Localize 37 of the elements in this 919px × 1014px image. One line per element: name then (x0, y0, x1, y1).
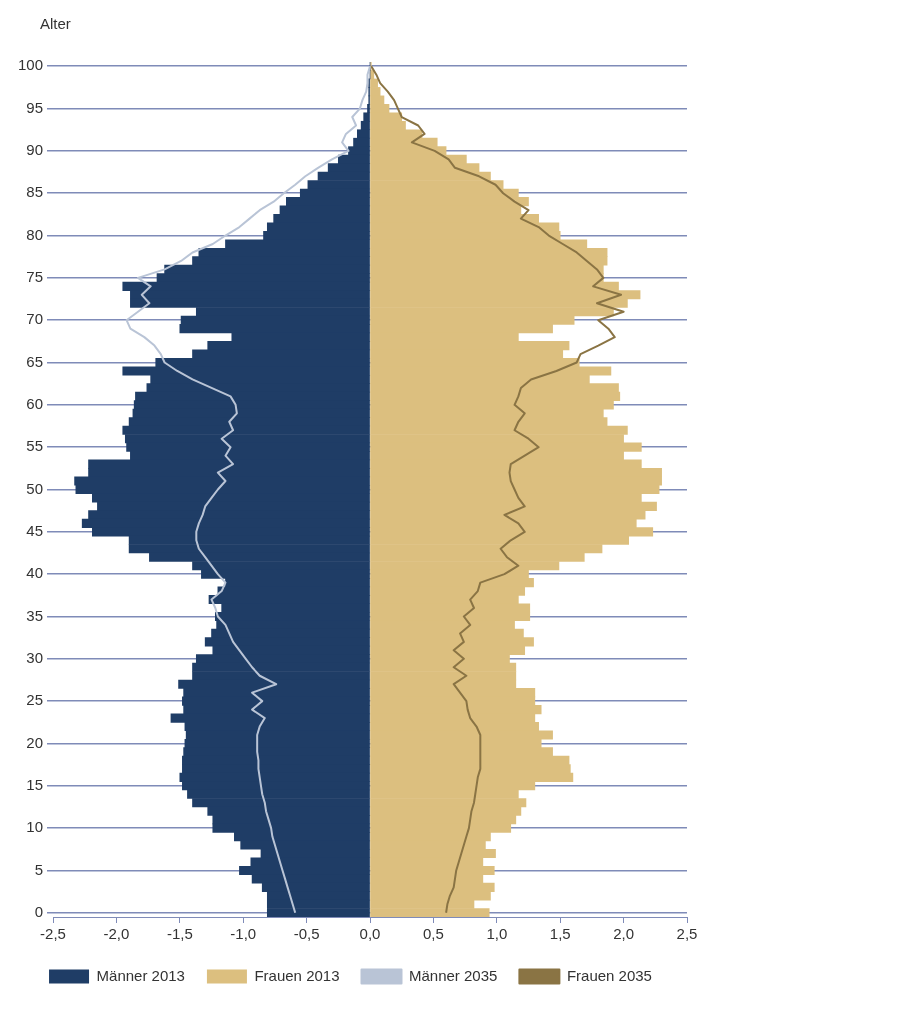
y-tick-label: 5 (34, 860, 44, 878)
y-tick-label: 80 (26, 225, 44, 243)
x-tick-label: -1,0 (230, 925, 257, 943)
legend-label: Männer 2013 (96, 966, 185, 984)
y-tick-label: 25 (26, 691, 44, 709)
x-tick-label: 1,0 (486, 925, 508, 943)
y-tick-label: 45 (26, 521, 44, 539)
y-tick-label: 95 (26, 98, 44, 116)
y-tick-label: 75 (26, 268, 44, 286)
x-tick-label: -2,5 (40, 925, 66, 943)
y-tick-label: 100 (18, 56, 44, 74)
x-tick-label: 0,0 (359, 925, 381, 943)
x-tick-label: 0,5 (422, 925, 444, 943)
legend-label: Männer 2035 (409, 966, 498, 984)
y-tick-label: 15 (26, 775, 44, 793)
legend-label: Frauen 2035 (566, 966, 652, 984)
x-tick-label: -1,5 (166, 925, 193, 943)
y-axis-title: Alter (40, 14, 71, 32)
y-tick-label: 50 (26, 479, 44, 497)
y-tick-label: 55 (26, 437, 44, 455)
y-tick-label: 10 (26, 818, 44, 836)
y-tick-label: 0 (34, 902, 44, 920)
y-tick-label: 90 (26, 141, 44, 159)
y-tick-label: 70 (26, 310, 44, 328)
y-tick-label: 85 (26, 183, 44, 201)
y-tick-label: 65 (26, 352, 44, 370)
x-tick-label: -2,0 (103, 925, 130, 943)
y-tick-label: 30 (26, 648, 44, 666)
y-tick-label: 20 (26, 733, 44, 751)
legend-label: Frauen 2013 (254, 966, 340, 984)
y-tick-label: 60 (26, 394, 44, 412)
x-tick-label: 1,5 (549, 925, 571, 943)
x-tick-label: -0,5 (293, 925, 320, 943)
x-tick-label: 2,5 (676, 925, 698, 943)
x-tick-label: 2,0 (613, 925, 635, 943)
y-tick-label: 35 (26, 606, 44, 624)
y-tick-label: 40 (26, 564, 44, 582)
